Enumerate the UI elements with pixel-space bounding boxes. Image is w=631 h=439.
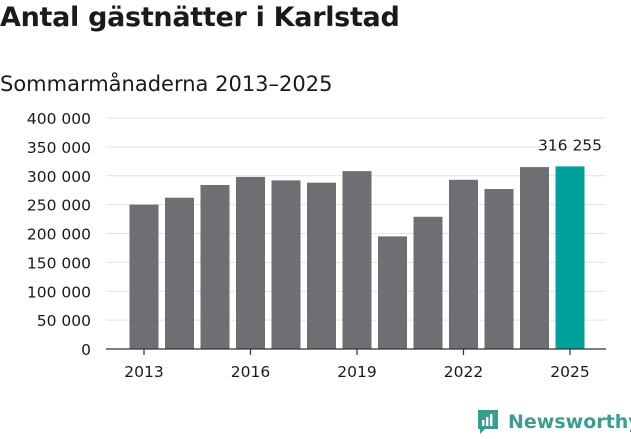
- bar: [413, 216, 443, 349]
- chart-title: Antal gästnätter i Karlstad: [0, 2, 400, 33]
- y-tick-label: 0: [81, 341, 91, 359]
- y-tick-label: 350 000: [27, 139, 91, 157]
- bar: [271, 180, 301, 349]
- bar: [200, 184, 230, 349]
- bar: [307, 182, 336, 349]
- bar: [555, 166, 585, 349]
- y-tick-label: 50 000: [37, 312, 91, 330]
- y-tick-label: 250 000: [27, 197, 91, 215]
- bar: [378, 236, 407, 349]
- bar: [129, 204, 159, 349]
- x-tick-label: 2022: [444, 363, 483, 381]
- newsworthy-logo-icon: [478, 410, 498, 434]
- y-tick-label: 150 000: [27, 254, 91, 272]
- bar-chart: 0 50 000 100 000 150 000 200 000 250 000 300 0…: [27, 110, 606, 381]
- bar: [449, 179, 478, 349]
- data-label: 316 255: [538, 136, 602, 154]
- bar: [236, 176, 265, 349]
- x-tick-label: 2013: [124, 363, 163, 381]
- y-tick-label: 200 000: [27, 226, 91, 244]
- bar: [342, 171, 372, 349]
- x-tick-label: 2019: [337, 363, 376, 381]
- y-tick-label: 400 000: [27, 110, 91, 128]
- x-tick-label: 2016: [231, 363, 270, 381]
- bar: [484, 189, 514, 349]
- brand-logo: Newsworthy: [476, 407, 631, 437]
- y-tick-label: 100 000: [27, 283, 91, 301]
- bar: [165, 197, 194, 349]
- y-tick-label: 300 000: [27, 168, 91, 186]
- brand-name: Newsworthy: [508, 411, 631, 433]
- bar: [520, 167, 549, 349]
- chart-subtitle: Sommarmånaderna 2013–2025: [0, 72, 333, 96]
- x-tick-label: 2025: [550, 363, 589, 381]
